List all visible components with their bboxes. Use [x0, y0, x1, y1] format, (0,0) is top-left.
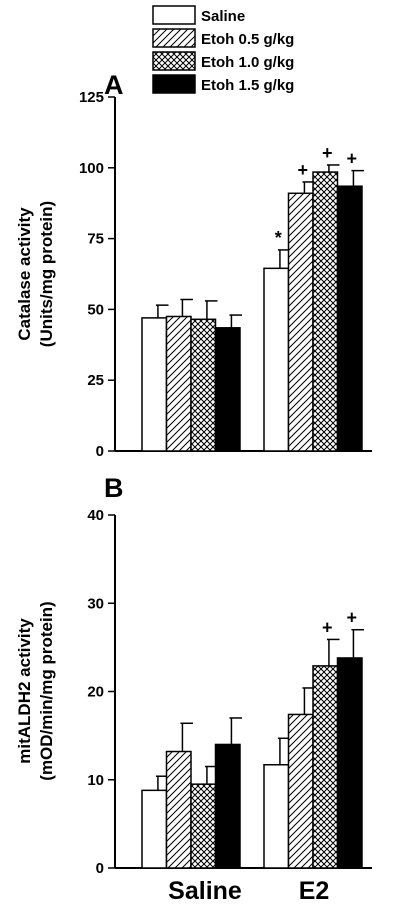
significance-mark: +	[322, 617, 333, 637]
significance-mark: *	[275, 228, 282, 248]
y-tick-label: 0	[96, 443, 104, 460]
significance-mark: +	[297, 160, 308, 180]
significance-mark: +	[322, 143, 333, 163]
legend-swatch-saline	[152, 5, 196, 25]
legend-swatch-etoh-1-5-g-kg	[152, 74, 196, 94]
bar-e2-etoh-1-5-g-kg	[336, 185, 363, 452]
bar-e2-etoh-1-0-g-kg	[312, 665, 339, 869]
legend-label-etoh-0-5-g-kg: Etoh 0.5 g/kg	[201, 31, 294, 48]
y-axis-label-line1: Catalase activity	[15, 207, 34, 341]
x-group-label-saline: Saline	[168, 877, 242, 905]
bar-saline-saline	[141, 789, 168, 869]
y-tick-label: 40	[87, 507, 104, 524]
y-tick-label: 25	[87, 372, 104, 389]
bar-saline-etoh-0-5-g-kg	[165, 750, 192, 869]
bar-saline-etoh-1-0-g-kg	[190, 318, 217, 452]
bar-saline-etoh-0-5-g-kg	[165, 315, 192, 452]
bar-e2-etoh-0-5-g-kg	[287, 713, 314, 869]
y-axis-label-line1: mitALDH2 activity	[15, 618, 34, 764]
bar-e2-etoh-1-5-g-kg	[336, 657, 363, 869]
y-axis-label-line2: (Units/mg protein)	[37, 201, 56, 347]
bar-saline-etoh-1-0-g-kg	[190, 783, 217, 869]
y-tick-label: 30	[87, 595, 104, 612]
bar-e2-saline	[263, 763, 290, 869]
bar-saline-saline	[141, 317, 168, 452]
y-tick-label: 20	[87, 684, 104, 701]
panel-letter-a: A	[104, 70, 124, 100]
y-tick-label: 125	[79, 89, 104, 106]
bar-e2-etoh-1-0-g-kg	[312, 171, 339, 452]
y-tick-label: 10	[87, 772, 104, 789]
legend-label-etoh-1-0-g-kg: Etoh 1.0 g/kg	[201, 54, 294, 71]
y-tick-label: 100	[79, 160, 104, 177]
panel-a: A Catalase activity (Units/mg protein) 0…	[15, 70, 372, 460]
legend-swatch-etoh-1-0-g-kg	[152, 51, 196, 71]
x-group-label-e2: E2	[299, 877, 330, 905]
bar-e2-saline	[263, 267, 290, 452]
legend-label-etoh-1-5-g-kg: Etoh 1.5 g/kg	[201, 77, 294, 94]
significance-mark: +	[346, 608, 357, 628]
bar-saline-etoh-1-5-g-kg	[214, 327, 241, 452]
bar-saline-etoh-1-5-g-kg	[214, 743, 241, 869]
y-axis-label-line2: (mOD/min/mg protein)	[37, 601, 56, 780]
significance-mark: +	[346, 149, 357, 169]
y-tick-label: 0	[96, 860, 104, 877]
legend-label-saline: Saline	[201, 8, 245, 25]
legend-swatch-etoh-0-5-g-kg	[152, 28, 196, 48]
bar-e2-etoh-0-5-g-kg	[287, 192, 314, 452]
y-tick-label: 50	[87, 301, 104, 318]
y-tick-label: 75	[87, 231, 104, 248]
panel-letter-b: B	[104, 473, 124, 503]
panel-b: B mitALDH2 activity (mOD/min/mg protein)…	[15, 473, 372, 877]
legend: Saline Etoh 0.5 g/kg Etoh 1.0 g/kg Etoh 1.5…	[152, 5, 294, 94]
